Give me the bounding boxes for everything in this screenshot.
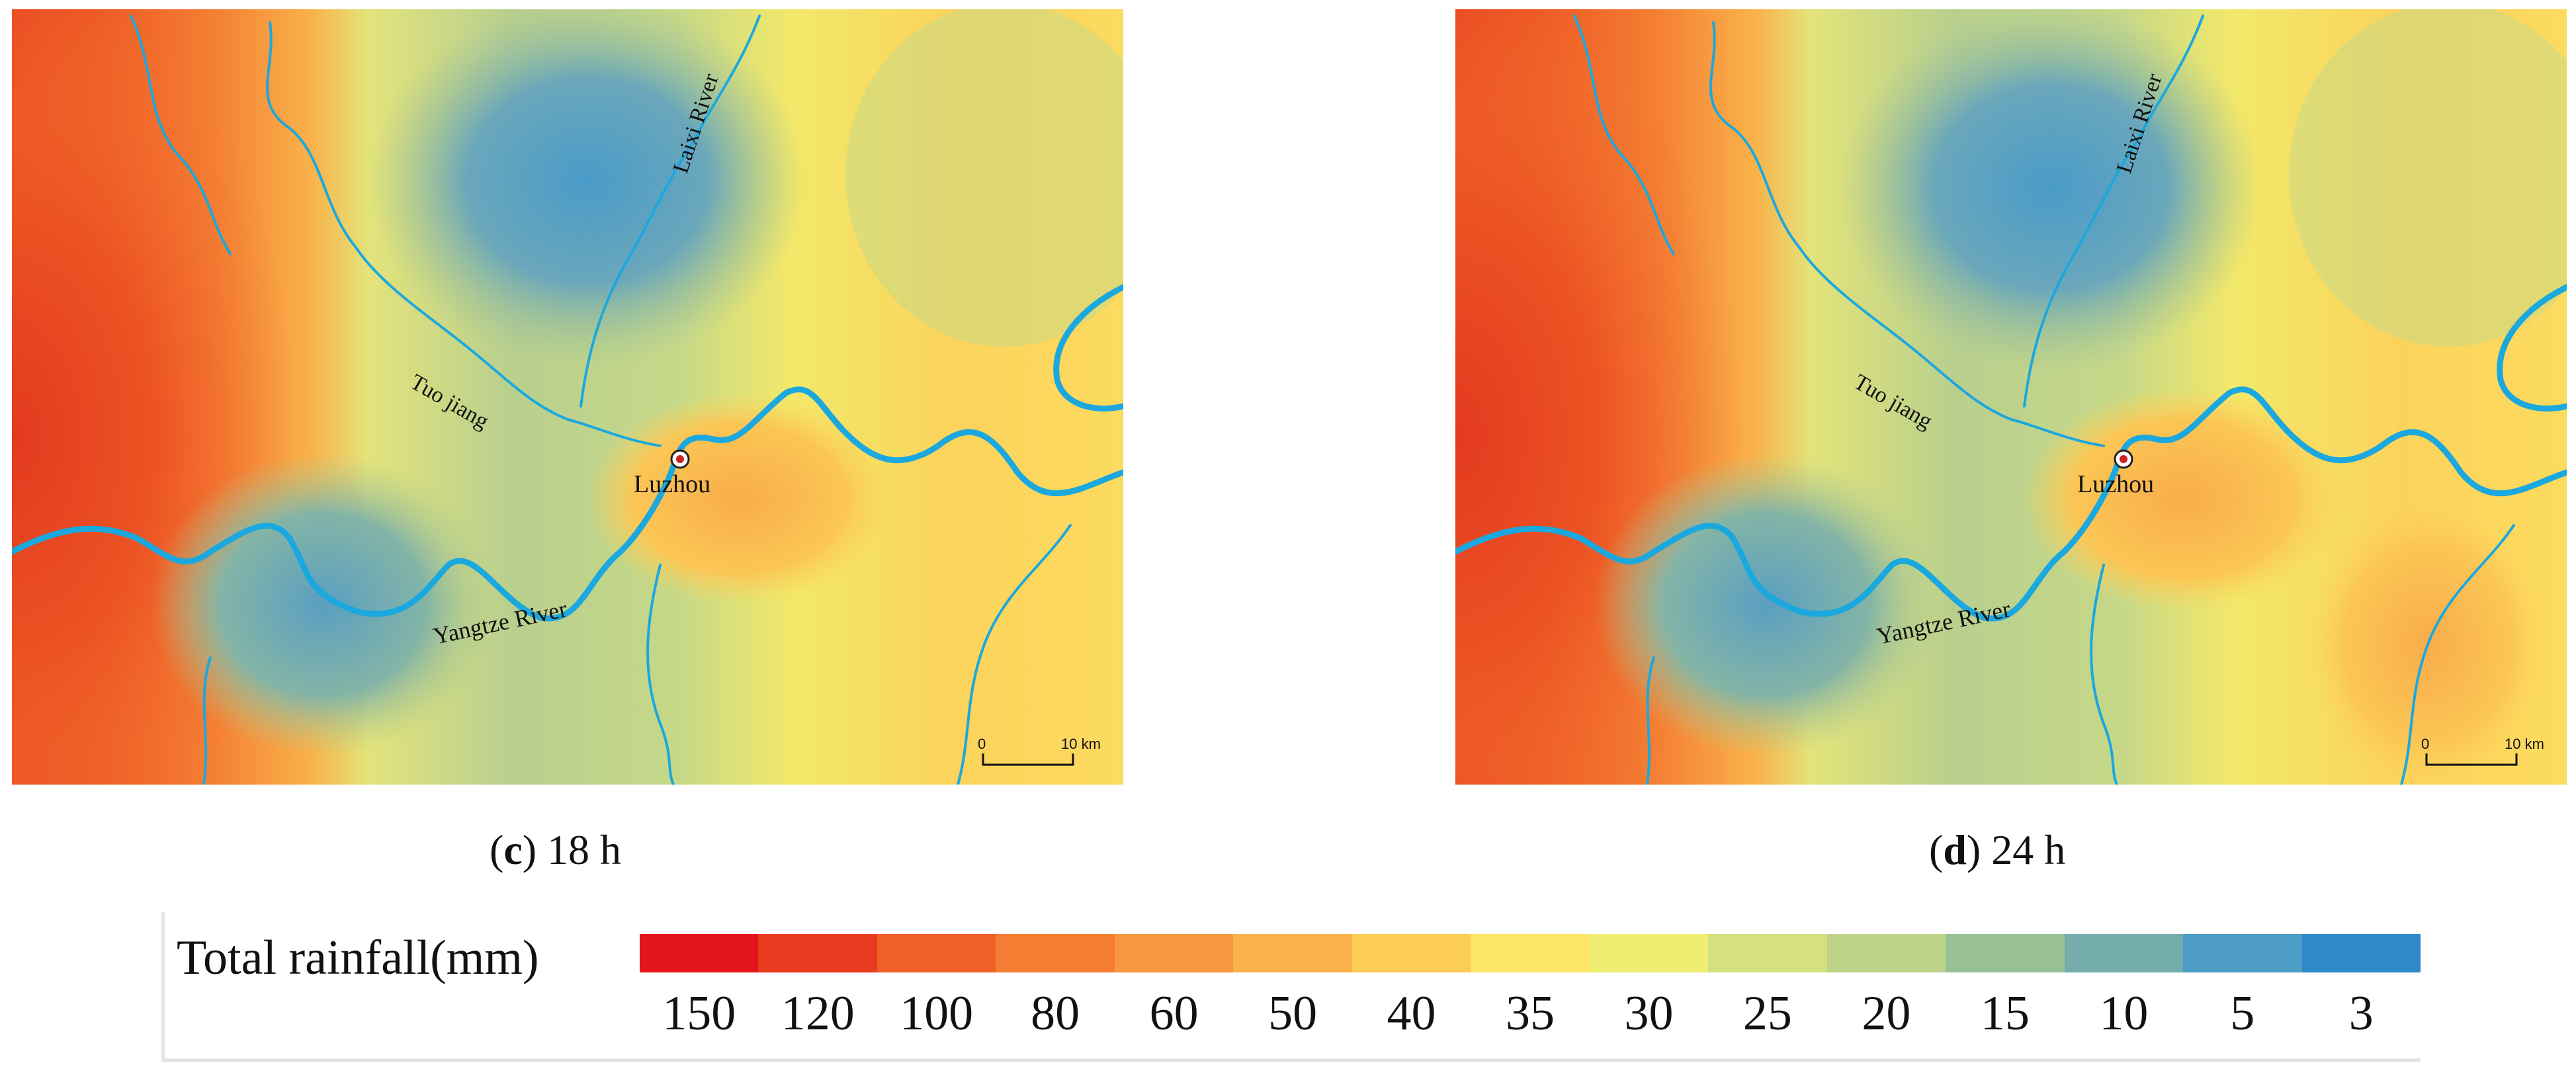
- legend-swatch: [2301, 934, 2421, 972]
- legend-tick-label: 60: [1149, 986, 1199, 1041]
- legend-tick-label: 10: [2099, 986, 2149, 1041]
- legend-tick-label: 35: [1506, 986, 1555, 1041]
- map-svg: Laixi River Tuo jiang Luzhou Yangtze Riv…: [12, 9, 1123, 785]
- legend-tick-label: 150: [662, 986, 736, 1041]
- caption-24h: (d) 24 h: [1929, 826, 2066, 873]
- legend-tick-label: 120: [781, 986, 855, 1041]
- rainfall-legend: Total rainfall(mm) 150 120 100 80 60 50 40 35 30…: [161, 912, 2421, 1062]
- legend-tick-label: 5: [2230, 986, 2255, 1041]
- legend-tick-label: 3: [2348, 986, 2374, 1041]
- legend-tick-label: 80: [1031, 986, 1080, 1041]
- legend-swatch: [758, 934, 877, 972]
- legend-swatch: [1471, 934, 1590, 972]
- caption-18h: (c) 18 h: [490, 826, 622, 873]
- legend-swatch: [1708, 934, 1827, 972]
- legend-tick-label: 50: [1268, 986, 1318, 1041]
- legend-tick-label: 30: [1624, 986, 1674, 1041]
- legend-swatch: [877, 934, 996, 972]
- scale-bar: 0 10 km: [978, 736, 1101, 766]
- scale-bar: 0 10 km: [2421, 736, 2544, 766]
- luzhou-label: Luzhou: [634, 470, 710, 498]
- caption-letter: d: [1943, 826, 1967, 873]
- legend-swatch: [640, 934, 759, 972]
- legend-swatch: [2064, 934, 2184, 972]
- legend-title: Total rainfall(mm): [177, 931, 539, 985]
- map-svg: Laixi River Tuo jiang Luzhou Yangtze Riv…: [1455, 9, 2567, 785]
- legend-tick-label: 20: [1862, 986, 1911, 1041]
- legend-tick-label: 40: [1387, 986, 1436, 1041]
- rainfall-map-18h: Laixi River Tuo jiang Luzhou Yangtze Riv…: [12, 9, 1123, 785]
- scale-zero-label: 0: [2421, 736, 2429, 752]
- legend-swatch: [1233, 934, 1352, 972]
- legend-swatch: [1946, 934, 2065, 972]
- legend-swatch: [1826, 934, 1946, 972]
- caption-text: 18 h: [537, 826, 622, 873]
- scale-ten-label: 10 km: [2505, 736, 2544, 752]
- caption-text: 24 h: [1981, 826, 2066, 873]
- scale-zero-label: 0: [978, 736, 986, 752]
- luzhou-label: Luzhou: [2077, 470, 2154, 498]
- legend-swatch: [1352, 934, 1471, 972]
- scale-ten-label: 10 km: [1061, 736, 1101, 752]
- legend-swatch: [1589, 934, 1709, 972]
- caption-letter: c: [503, 826, 523, 873]
- legend-swatch: [2183, 934, 2302, 972]
- legend-swatch: [1114, 934, 1234, 972]
- legend-tick-label: 25: [1742, 986, 1792, 1041]
- rainfall-map-24h: Laixi River Tuo jiang Luzhou Yangtze Riv…: [1455, 9, 2567, 785]
- legend-tick-label: 15: [1980, 986, 2030, 1041]
- legend-swatch: [996, 934, 1115, 972]
- legend-color-bar: [640, 934, 2421, 972]
- legend-tick-label: 100: [900, 986, 974, 1041]
